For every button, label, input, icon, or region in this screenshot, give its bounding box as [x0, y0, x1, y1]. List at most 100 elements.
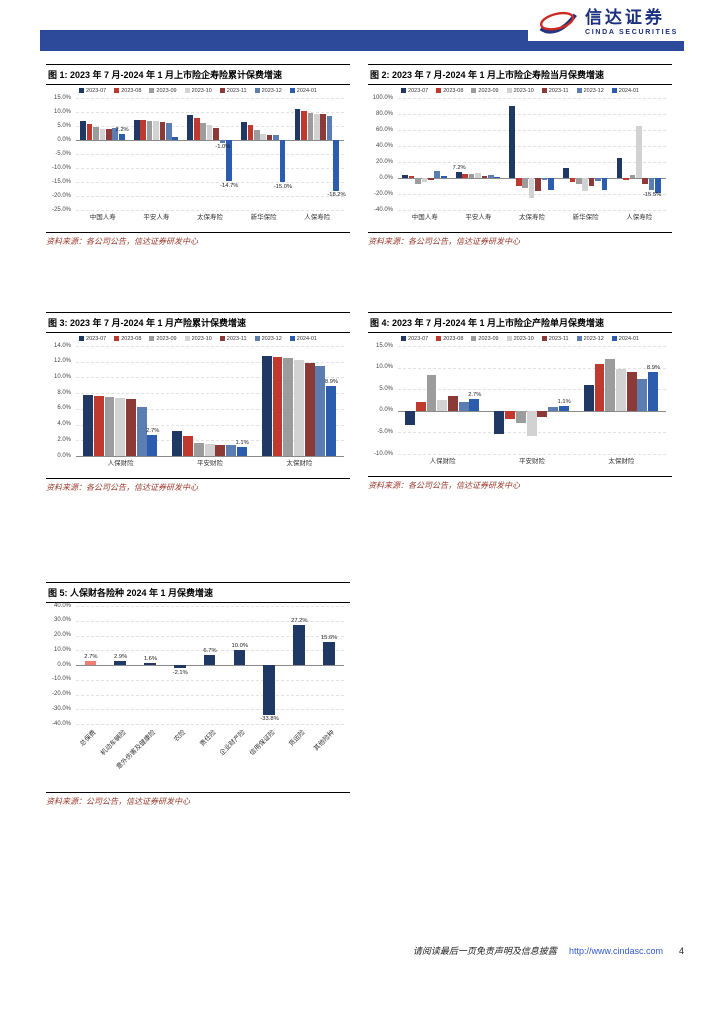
bar — [526, 410, 537, 436]
bar — [126, 399, 136, 456]
bar — [468, 173, 475, 178]
bar — [588, 178, 595, 186]
bar — [426, 374, 437, 411]
figure-1-chart: 2023-07 2023-08 2023-09 2023-10 2023-11 2023-… — [46, 88, 350, 222]
cinda-logo-text: 信达证券 CINDA SECURITIES — [585, 9, 678, 36]
bar — [315, 366, 326, 456]
gridline — [398, 146, 666, 147]
y-tick-label: 10.0% — [53, 646, 71, 653]
bar — [648, 372, 659, 411]
y-tick-label: 40.0% — [375, 142, 393, 149]
bar — [247, 125, 254, 140]
figure-5-title: 图 5: 人保财各险种 2024 年 1 月保费增速 — [46, 582, 350, 603]
x-category-label: 平安财险 — [196, 460, 223, 467]
figure-1-title: 图 1: 2023 年 7 月-2024 年 1 月上市险企寿险累计保费增速 — [46, 64, 350, 85]
gridline — [398, 114, 666, 115]
bar-value-label: 8.9% — [324, 379, 339, 386]
y-tick-label: 0.0% — [379, 174, 393, 181]
y-tick-label: 15.0% — [53, 94, 71, 101]
gridline — [76, 440, 344, 442]
x-axis-labels: 中国人寿 平安人寿 太保寿险 新华保险 人保寿险 — [368, 210, 672, 222]
legend-item: 2023-07 — [401, 336, 428, 342]
bar — [261, 356, 272, 456]
bar-value-label: 10.0% — [231, 643, 248, 650]
y-tick-label: 0.0% — [57, 452, 71, 459]
bar — [114, 660, 127, 665]
footer-url-link[interactable]: http://www.cindasc.com — [568, 946, 663, 956]
bar — [144, 662, 156, 665]
bar — [104, 397, 115, 456]
bar — [421, 178, 428, 182]
bar-value-label: -18.2% — [327, 192, 346, 199]
legend-item: 2023-09 — [149, 336, 177, 342]
y-tick-label: -5.0% — [55, 150, 71, 157]
legend-swatch — [401, 88, 407, 94]
bar-value-label: 1.1% — [235, 440, 249, 447]
figure-4: 图 4: 2023 年 7 月-2024 年 1 月上市险企产险单月保费增速 2… — [368, 312, 672, 491]
y-tick-label: -25.0% — [51, 206, 71, 213]
bar — [548, 407, 558, 411]
legend-swatch — [471, 88, 477, 94]
y-tick-label: -20.0% — [51, 192, 71, 199]
bar-value-label: 1.6% — [143, 655, 158, 662]
bar — [233, 650, 246, 665]
bar — [615, 369, 626, 411]
bar-value-label: 2.2% — [115, 126, 129, 133]
legend-item: 2023-10 — [184, 88, 212, 94]
figure-4-source: 资料来源：各公司公告，信达证券研发中心 — [368, 476, 672, 491]
bar — [193, 443, 204, 456]
bar — [136, 406, 147, 456]
chart-plot: 14.0% 12.0% 10.0% 8.0% 6.0% 4.0% 2.0% 0.0% 2.7% 1… — [46, 343, 350, 459]
header-rule — [40, 30, 684, 51]
y-tick-label: -30.0% — [51, 705, 71, 712]
gridline — [398, 98, 666, 99]
bar-value-label: -14.7% — [220, 182, 239, 189]
bar — [537, 410, 548, 417]
gridline — [76, 456, 344, 457]
gridline — [76, 650, 344, 652]
legend-swatch — [289, 88, 295, 94]
bar — [505, 410, 516, 419]
bar — [241, 121, 247, 140]
bar — [313, 113, 320, 140]
legend-swatch — [219, 336, 225, 342]
legend-swatch — [436, 336, 442, 342]
legend-swatch — [184, 336, 190, 342]
bar — [563, 168, 569, 178]
figure-3: 图 3: 2023 年 7 月-2024 年 1 月产险累计保费增速 2023-… — [46, 312, 350, 493]
legend-swatch — [611, 336, 617, 342]
bar — [583, 385, 594, 411]
bar — [648, 178, 655, 191]
bar-value-label: -15.5% — [642, 191, 662, 198]
bar — [405, 410, 416, 425]
legend-swatch — [184, 88, 190, 94]
legend-swatch — [149, 88, 155, 94]
bar — [226, 140, 232, 182]
legend-item: 2023-08 — [114, 336, 141, 342]
y-tick-label: 10.0% — [53, 373, 71, 380]
bar — [333, 140, 339, 191]
bar — [605, 359, 616, 411]
y-tick-label: 30.0% — [53, 617, 71, 624]
legend-item: 2023-12 — [576, 336, 604, 342]
legend-swatch — [506, 88, 512, 94]
chart-plot: 100.0% 80.0% 60.0% 40.0% 20.0% 0.0% -20.0% -40.… — [368, 95, 672, 213]
chart-legend: 2023-07 2023-08 2023-09 2023-10 2023-11 2023-… — [368, 336, 672, 342]
x-axis-labels: 人保财险 平安财险 太保财险 — [368, 454, 672, 466]
bar — [200, 123, 206, 140]
gridline — [76, 154, 344, 155]
gridline — [76, 393, 344, 395]
bar — [515, 178, 522, 186]
bar — [283, 357, 294, 456]
y-tick-label: -5.0% — [377, 428, 393, 435]
bar — [626, 371, 637, 411]
cinda-logo-icon — [539, 11, 577, 34]
bar — [253, 129, 260, 140]
figure-4-title: 图 4: 2023 年 7 月-2024 年 1 月上市险企产险单月保费增速 — [368, 312, 672, 333]
gridline — [398, 346, 666, 347]
legend-swatch — [114, 88, 120, 94]
bar — [183, 436, 194, 456]
figure-3-source: 资料来源：各公司公告，信达证券研发中心 — [46, 478, 350, 493]
legend-item: 2024-01 — [611, 336, 639, 342]
bar — [215, 445, 226, 456]
